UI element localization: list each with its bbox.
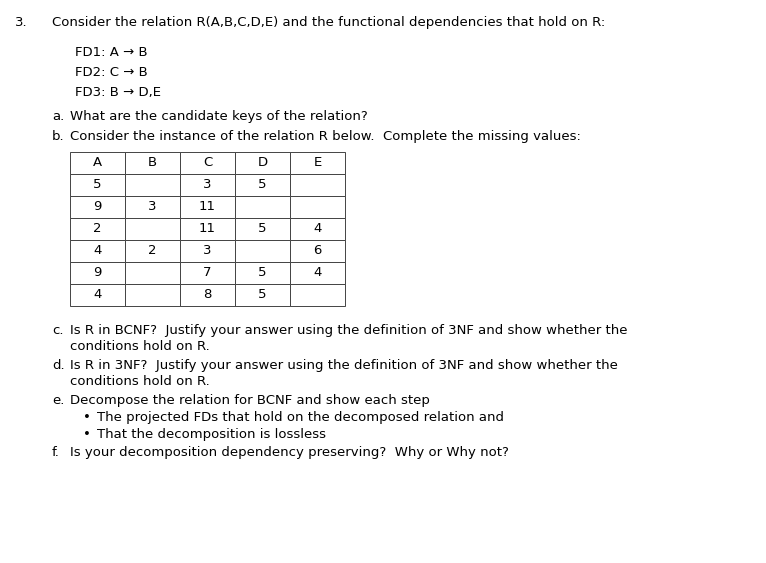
Text: f.: f.	[52, 446, 60, 459]
Text: D: D	[257, 157, 267, 169]
Bar	[70, 240, 125, 262]
Text: d.: d.	[52, 359, 64, 372]
Text: FD2: C → B: FD2: C → B	[75, 66, 148, 79]
Text: Is R in 3NF?  Justify your answer using the definition of 3NF and show whether t: Is R in 3NF? Justify your answer using t…	[70, 359, 618, 372]
Text: FD3: B → D,E: FD3: B → D,E	[75, 86, 161, 99]
Text: What are the candidate keys of the relation?: What are the candidate keys of the relat…	[70, 110, 368, 123]
Bar	[235, 240, 290, 262]
Bar	[125, 240, 180, 262]
Bar	[70, 152, 125, 174]
Bar	[235, 284, 290, 306]
Bar	[180, 196, 235, 218]
Text: 4: 4	[93, 288, 102, 302]
Text: 4: 4	[313, 266, 322, 279]
Bar	[70, 174, 125, 196]
Bar	[290, 240, 345, 262]
Bar	[125, 262, 180, 284]
Text: B: B	[148, 157, 157, 169]
Bar	[235, 262, 290, 284]
Bar	[70, 218, 125, 240]
Text: 8: 8	[203, 288, 211, 302]
Bar	[180, 240, 235, 262]
Bar	[180, 284, 235, 306]
Text: Is your decomposition dependency preserving?  Why or Why not?: Is your decomposition dependency preserv…	[70, 446, 509, 459]
Text: 5: 5	[258, 178, 267, 191]
Text: 6: 6	[313, 244, 322, 257]
Bar	[180, 174, 235, 196]
Bar	[290, 196, 345, 218]
Bar	[180, 152, 235, 174]
Text: E: E	[313, 157, 322, 169]
Text: The projected FDs that hold on the decomposed relation and: The projected FDs that hold on the decom…	[97, 411, 504, 424]
Text: C: C	[203, 157, 212, 169]
Text: c.: c.	[52, 324, 64, 337]
Text: 4: 4	[93, 244, 102, 257]
Text: 2: 2	[149, 244, 157, 257]
Text: 5: 5	[258, 266, 267, 279]
Text: Consider the relation R(A,B,C,D,E) and the functional dependencies that hold on : Consider the relation R(A,B,C,D,E) and t…	[52, 16, 605, 29]
Text: Consider the instance of the relation R below.  Complete the missing values:: Consider the instance of the relation R …	[70, 130, 581, 143]
Text: 3.: 3.	[15, 16, 28, 29]
Text: 11: 11	[199, 222, 216, 235]
Text: 5: 5	[258, 288, 267, 302]
Text: 5: 5	[93, 178, 102, 191]
Text: FD1: A → B: FD1: A → B	[75, 46, 148, 59]
Text: 4: 4	[313, 222, 322, 235]
Text: conditions hold on R.: conditions hold on R.	[70, 375, 210, 388]
Bar	[125, 218, 180, 240]
Bar	[290, 284, 345, 306]
Text: Is R in BCNF?  Justify your answer using the definition of 3NF and show whether : Is R in BCNF? Justify your answer using …	[70, 324, 627, 337]
Text: b.: b.	[52, 130, 64, 143]
Text: e.: e.	[52, 394, 64, 407]
Bar	[290, 262, 345, 284]
Bar	[235, 218, 290, 240]
Bar	[70, 196, 125, 218]
Text: 9: 9	[93, 200, 102, 213]
Bar	[180, 218, 235, 240]
Text: 3: 3	[203, 244, 211, 257]
Bar	[235, 196, 290, 218]
Bar	[125, 196, 180, 218]
Bar	[290, 174, 345, 196]
Bar	[125, 152, 180, 174]
Text: a.: a.	[52, 110, 64, 123]
Bar	[125, 174, 180, 196]
Text: 11: 11	[199, 200, 216, 213]
Bar	[180, 262, 235, 284]
Bar	[290, 218, 345, 240]
Text: conditions hold on R.: conditions hold on R.	[70, 340, 210, 353]
Bar	[235, 174, 290, 196]
Text: Decompose the relation for BCNF and show each step: Decompose the relation for BCNF and show…	[70, 394, 430, 407]
Text: That the decomposition is lossless: That the decomposition is lossless	[97, 428, 326, 441]
Text: •: •	[83, 411, 91, 424]
Text: •: •	[83, 428, 91, 441]
Bar	[70, 262, 125, 284]
Bar	[125, 284, 180, 306]
Text: 3: 3	[203, 178, 211, 191]
Text: 2: 2	[93, 222, 102, 235]
Text: A: A	[93, 157, 102, 169]
Text: 5: 5	[258, 222, 267, 235]
Bar	[290, 152, 345, 174]
Text: 9: 9	[93, 266, 102, 279]
Text: 3: 3	[149, 200, 157, 213]
Bar	[70, 284, 125, 306]
Bar	[235, 152, 290, 174]
Text: 7: 7	[203, 266, 211, 279]
